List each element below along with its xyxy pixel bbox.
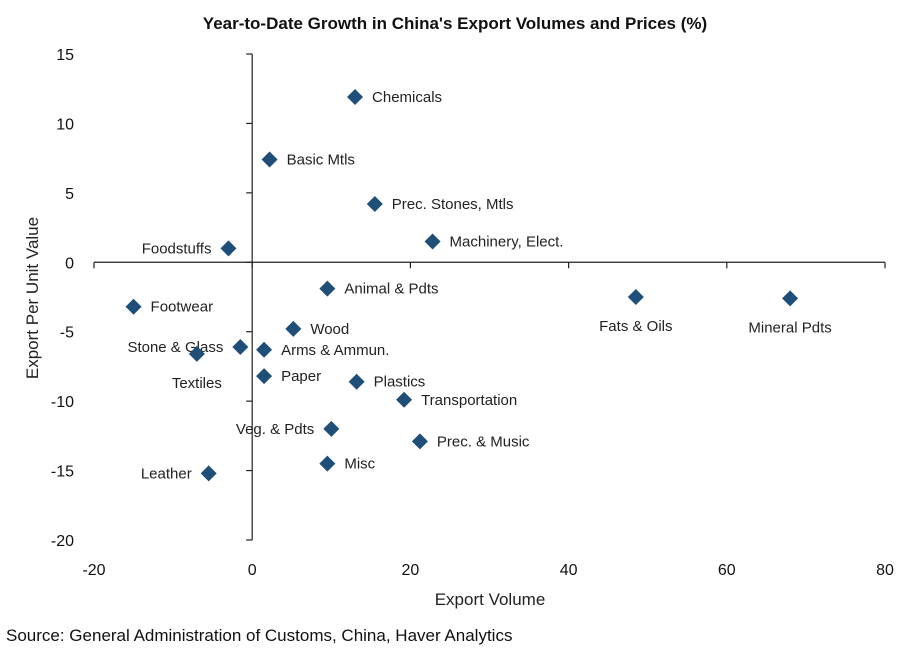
x-tick-label: 80 [876,562,894,579]
chart-title: Year-to-Date Growth in China's Export Vo… [203,14,707,33]
source-note: Source: General Administration of Custom… [6,626,512,645]
data-point-label: Mineral Pdts [748,319,831,336]
y-tick-label: 10 [56,116,74,133]
data-point-marker [188,345,205,362]
data-point-marker [256,368,273,385]
data-point-label: Arms & Ammun. [281,342,389,359]
y-tick-label: -20 [51,533,74,550]
data-point-marker [627,289,644,305]
data-point-label: Chemicals [372,89,442,106]
data-point-label: Plastics [374,374,426,391]
data-point-label: Transportation [421,392,517,409]
data-point-marker [323,420,340,437]
x-tick-label: 40 [560,562,578,579]
x-tick-label: 60 [718,562,736,579]
data-point-marker [366,195,383,212]
data-point-label: Misc [344,456,375,473]
data-point-marker [348,373,365,390]
data-point-label: Stone & Glass [127,339,223,356]
data-point-label: Animal & Pdts [344,281,438,298]
y-tick-label: -15 [51,464,74,481]
data-point-marker [424,233,441,250]
x-tick-label: -20 [82,562,105,579]
x-tick-label: 0 [248,562,257,579]
data-point-label: Paper [281,368,321,385]
data-point-label: Prec. & Music [437,433,530,450]
data-point-label: Wood [310,321,349,338]
y-tick-label: -5 [60,325,74,342]
data-point-marker [411,433,428,450]
data-point-label: Fats & Oils [599,318,672,335]
x-axis-label: Export Volume [435,590,546,609]
data-point-label: Veg. & Pdts [236,421,314,438]
data-point-marker [347,89,364,106]
data-point-marker [396,391,413,408]
data-point-marker [220,240,237,257]
y-axis-label: Export Per Unit Value [23,217,42,379]
data-point-label: Basic Mtls [287,152,355,169]
data-point-label: Textiles [172,375,222,392]
y-tick-label: 5 [65,186,74,203]
x-tick-label: 20 [402,562,420,579]
data-point-label: Machinery, Elect. [450,233,564,250]
y-tick-label: 15 [56,47,74,64]
data-point-marker [319,280,336,297]
data-point-marker [782,290,799,307]
data-point-label: Leather [141,465,192,482]
data-point-marker [232,338,249,355]
data-point-label: Prec. Stones, Mtls [392,196,514,213]
data-points: Chemicals Basic Mtls Prec. Stones, Mtls Mac… [125,89,832,482]
y-tick-label: 0 [65,255,74,272]
data-point-marker [319,455,336,472]
axes: -20 0 20 40 60 80 15 10 5 0 -5 -10 -15 -20 [51,47,894,579]
data-point-marker [285,320,302,337]
data-point-marker [200,465,217,482]
y-tick-label: -10 [51,394,74,411]
data-point-label: Foodstuffs [142,240,212,257]
data-point-marker [125,298,142,315]
data-point-marker [261,151,278,168]
data-point-marker [256,341,273,358]
data-point-label: Footwear [151,299,214,316]
